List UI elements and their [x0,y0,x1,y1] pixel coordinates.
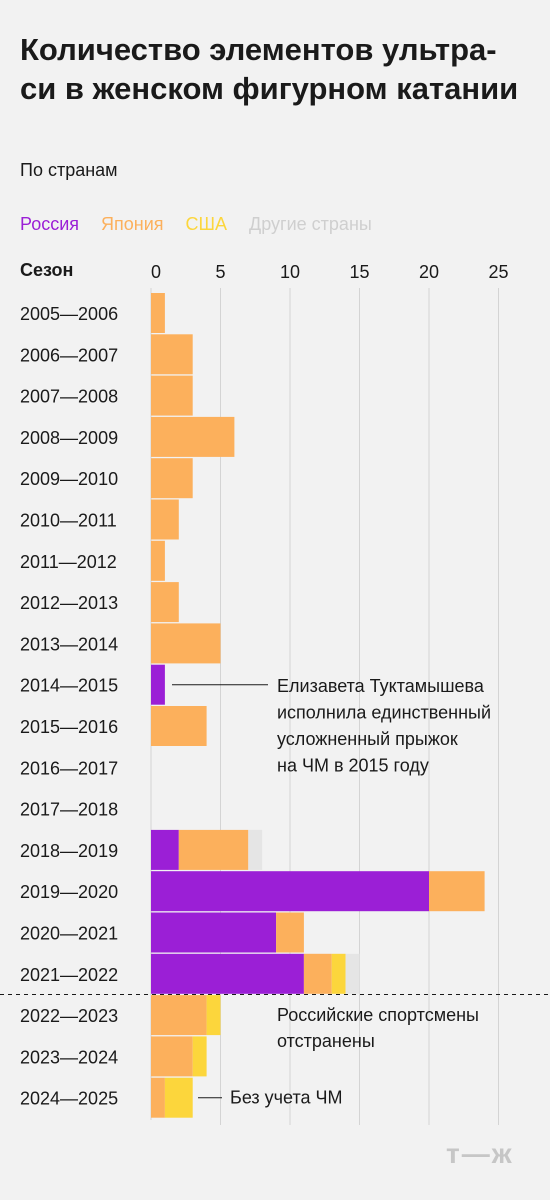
chart-subtitle: По странам [20,160,118,180]
season-label: 2008—2009 [20,428,118,448]
bar-segment [151,1036,193,1077]
season-label: 2022—2023 [20,1006,118,1026]
x-tick-label: 15 [349,262,369,282]
bar-segment [151,871,429,912]
bar-segment [151,416,235,457]
season-label: 2005—2006 [20,304,118,324]
bar-segment [151,540,165,581]
bar-segment [164,1077,193,1118]
bar-segment [303,953,332,994]
bar-segment [151,499,179,540]
bar-segment [429,871,485,912]
annotation-text: Российские спортсмены [277,1005,479,1025]
bar-segment [151,458,193,499]
bar-segment [331,953,346,994]
bar-segment [151,582,179,623]
x-tick-label: 25 [488,262,508,282]
season-label: 2007—2008 [20,387,118,407]
season-label: 2017—2018 [20,800,118,820]
chart-title: Количество элементов ультра-си в женском… [20,32,519,106]
season-label: 2023—2024 [20,1047,118,1067]
season-label: 2016—2017 [20,758,118,778]
bar-segment [151,912,277,953]
annotation-text: исполнила единственный [277,703,491,723]
bar-segment [178,829,249,870]
bar-segment [151,664,165,705]
season-label: 2009—2010 [20,469,118,489]
season-label: 2021—2022 [20,965,118,985]
bar-segment [206,995,221,1036]
annotation-text: Елизавета Туктамышева [277,676,485,696]
bar-segment [151,953,304,994]
annotation-text: усложненный прыжок [277,729,458,749]
annotation-text: на ЧМ в 2015 году [277,756,429,776]
annotation-text: Без учета ЧМ [230,1088,343,1108]
bar-segment [151,706,207,746]
season-label: 2020—2021 [20,924,118,944]
bar-segment [192,1036,207,1077]
season-label: 2013—2014 [20,634,118,654]
legend: Россия Япония США Другие страны [20,214,394,235]
season-label: 2024—2025 [20,1089,118,1109]
bar-segment [248,829,263,870]
season-label: 2011—2012 [20,552,117,572]
bar-segment [151,334,193,375]
bar-segment [276,912,304,953]
season-label: 2018—2019 [20,841,118,861]
legend-item-russia: Россия [20,214,80,234]
legend-item-usa: США [185,214,228,234]
bar-segment [151,375,193,416]
season-label: 2006—2007 [20,345,118,365]
x-tick-label: 20 [419,262,439,282]
bar-segment [345,953,360,994]
bar-segment [151,623,221,664]
bar-segment [151,293,165,333]
season-label: 2010—2011 [20,511,117,531]
season-label: 2015—2016 [20,717,118,737]
season-column-header: Сезон [20,260,74,280]
tzh-logo: т—ж [446,1138,514,1169]
x-tick-label: 10 [280,262,300,282]
legend-item-japan: Япония [101,214,164,234]
bar-segment [151,829,179,870]
x-tick-label: 0 [151,262,161,282]
season-label: 2019—2020 [20,882,118,902]
season-label: 2014—2015 [20,676,118,696]
season-label: 2012—2013 [20,593,118,613]
x-tick-label: 5 [215,262,225,282]
bar-segment [151,1077,165,1118]
bar-segment [151,995,207,1036]
annotation-text: отстранены [277,1031,375,1051]
legend-item-other: Другие страны [249,214,372,234]
